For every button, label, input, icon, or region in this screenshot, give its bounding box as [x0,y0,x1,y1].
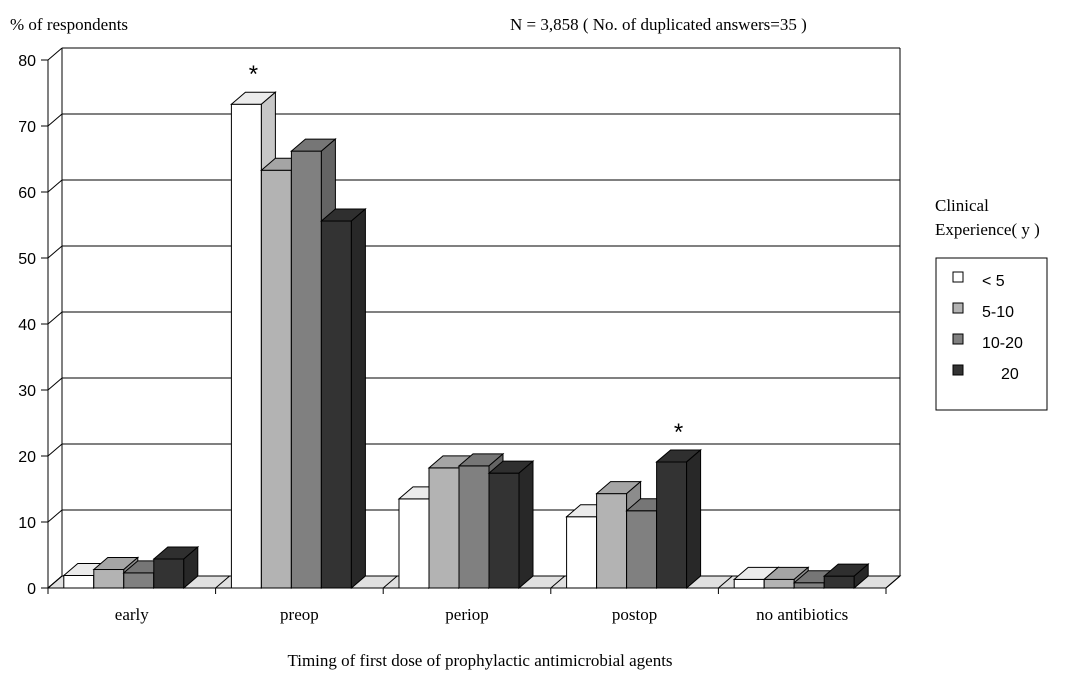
bar-front [153,558,185,589]
floor-divider [550,575,566,589]
y-tick-label: 30 [18,383,36,400]
floor-divider [718,575,733,589]
legend-title-line1: Clinical [935,196,989,215]
legend-label: 10-20 [982,335,1023,352]
y-axis-label: % of respondents [10,15,128,34]
bar-front [230,103,262,589]
gridline-side [47,113,63,127]
legend-label: 5-10 [982,304,1014,321]
gridline-side [47,377,63,391]
bar-front [488,472,520,589]
bar-front [733,578,765,589]
bar-front [398,498,430,589]
floor-divider [885,575,901,589]
bar-side [853,563,869,590]
x-tick-label: postop [612,605,657,624]
bar-side [183,545,199,590]
bar-side [350,207,366,590]
y-tick-label: 0 [27,581,36,598]
y-axis: 0 10 20 30 40 50 60 70 80 [18,53,49,598]
bar-front [763,578,795,589]
bar [152,545,200,590]
bar-front [320,220,352,589]
bar-front [566,516,598,589]
legend-swatch [952,364,964,376]
y-tick-label: 70 [18,119,36,136]
x-tick-label: periop [445,605,488,624]
legend-title-line2: Experience( y ) [935,220,1040,239]
x-axis-label: Timing of first dose of prophylactic ant… [287,651,672,670]
bar-front [123,572,155,589]
bar-front [93,569,125,589]
legend-label: 20 [1001,366,1019,383]
bar [655,448,702,590]
legend-label: < 5 [982,273,1005,290]
legend-item: 10-20 [952,333,1023,352]
bar [487,460,535,590]
y-tick-label: 40 [18,317,36,334]
legend-item: 20 [952,364,1019,383]
legend-item: 5-10 [952,302,1014,321]
legend-items: < 5 5-10 10-20 20 [952,271,1023,383]
bar-side [686,448,702,590]
annotations: ** [249,61,684,446]
y-tick-label: 50 [18,251,36,268]
bar-front [290,150,322,589]
legend-item: < 5 [952,271,1005,290]
bars [62,91,870,590]
legend-swatch [952,333,964,345]
bar-front [63,574,95,589]
sample-size-note: N = 3,858 ( No. of duplicated answers=35… [510,15,807,34]
gridline-side [47,509,63,523]
x-axis-ticks: early preop periop postop no antibiotics [47,588,887,624]
significance-marker: * [674,419,683,446]
bar-front [428,467,460,589]
bar-front [823,575,855,589]
x-tick-label: no antibiotics [756,605,848,624]
floor-divider [382,575,398,589]
y-tick-label: 60 [18,185,36,202]
bar [822,563,870,590]
legend-swatch [952,302,964,314]
bar-front [626,510,658,589]
y-tick-label: 80 [18,53,36,70]
floor-divider [215,575,230,589]
legend-swatch [952,271,964,283]
bar-front [596,493,628,589]
y-tick-label: 10 [18,515,36,532]
gridline-side [47,47,63,61]
gridline-side [47,575,63,589]
bar-front [656,461,688,589]
bar-side [518,460,534,590]
x-tick-label: early [115,605,149,624]
gridline-side [47,245,63,259]
gridline-side [47,311,63,325]
gridline-side [47,179,63,193]
bar [320,207,367,590]
bar-front [793,582,825,589]
bar-front [458,465,490,589]
y-tick-label: 20 [18,449,36,466]
legend: Clinical Experience( y ) < 5 5-10 10-20 20 [935,196,1048,411]
gridline-side [47,443,63,457]
bar-front [260,169,292,589]
significance-marker: * [249,61,258,88]
x-tick-label: preop [280,605,319,624]
